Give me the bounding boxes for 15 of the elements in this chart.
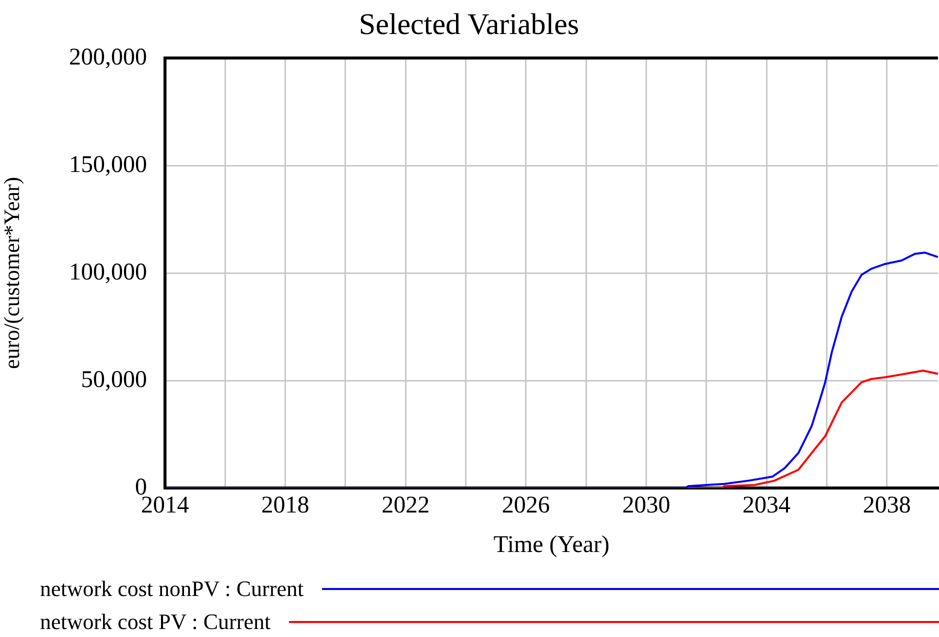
y-tick-label: 200,000	[69, 44, 147, 70]
x-tick-label: 2034	[742, 492, 791, 519]
y-tick-label: 150,000	[69, 152, 147, 178]
x-tick-label: 2026	[502, 492, 550, 519]
y-tick-label: 50,000	[81, 366, 147, 393]
x-tick-label: 2018	[261, 492, 310, 519]
x-tick-label: 2030	[622, 492, 670, 519]
chart-title: Selected Variables	[358, 8, 580, 41]
x-axis-title: Time (Year)	[493, 532, 610, 558]
legend-label: network cost nonPV : Current	[40, 576, 304, 602]
y-axis-title: euro/(customer*Year)	[0, 176, 24, 370]
x-tick-label: 2038	[862, 492, 911, 519]
y-tick-label: 100,000	[69, 259, 147, 286]
legend-label: network cost PV : Current	[40, 608, 271, 634]
x-tick-label: 2022	[382, 492, 430, 519]
